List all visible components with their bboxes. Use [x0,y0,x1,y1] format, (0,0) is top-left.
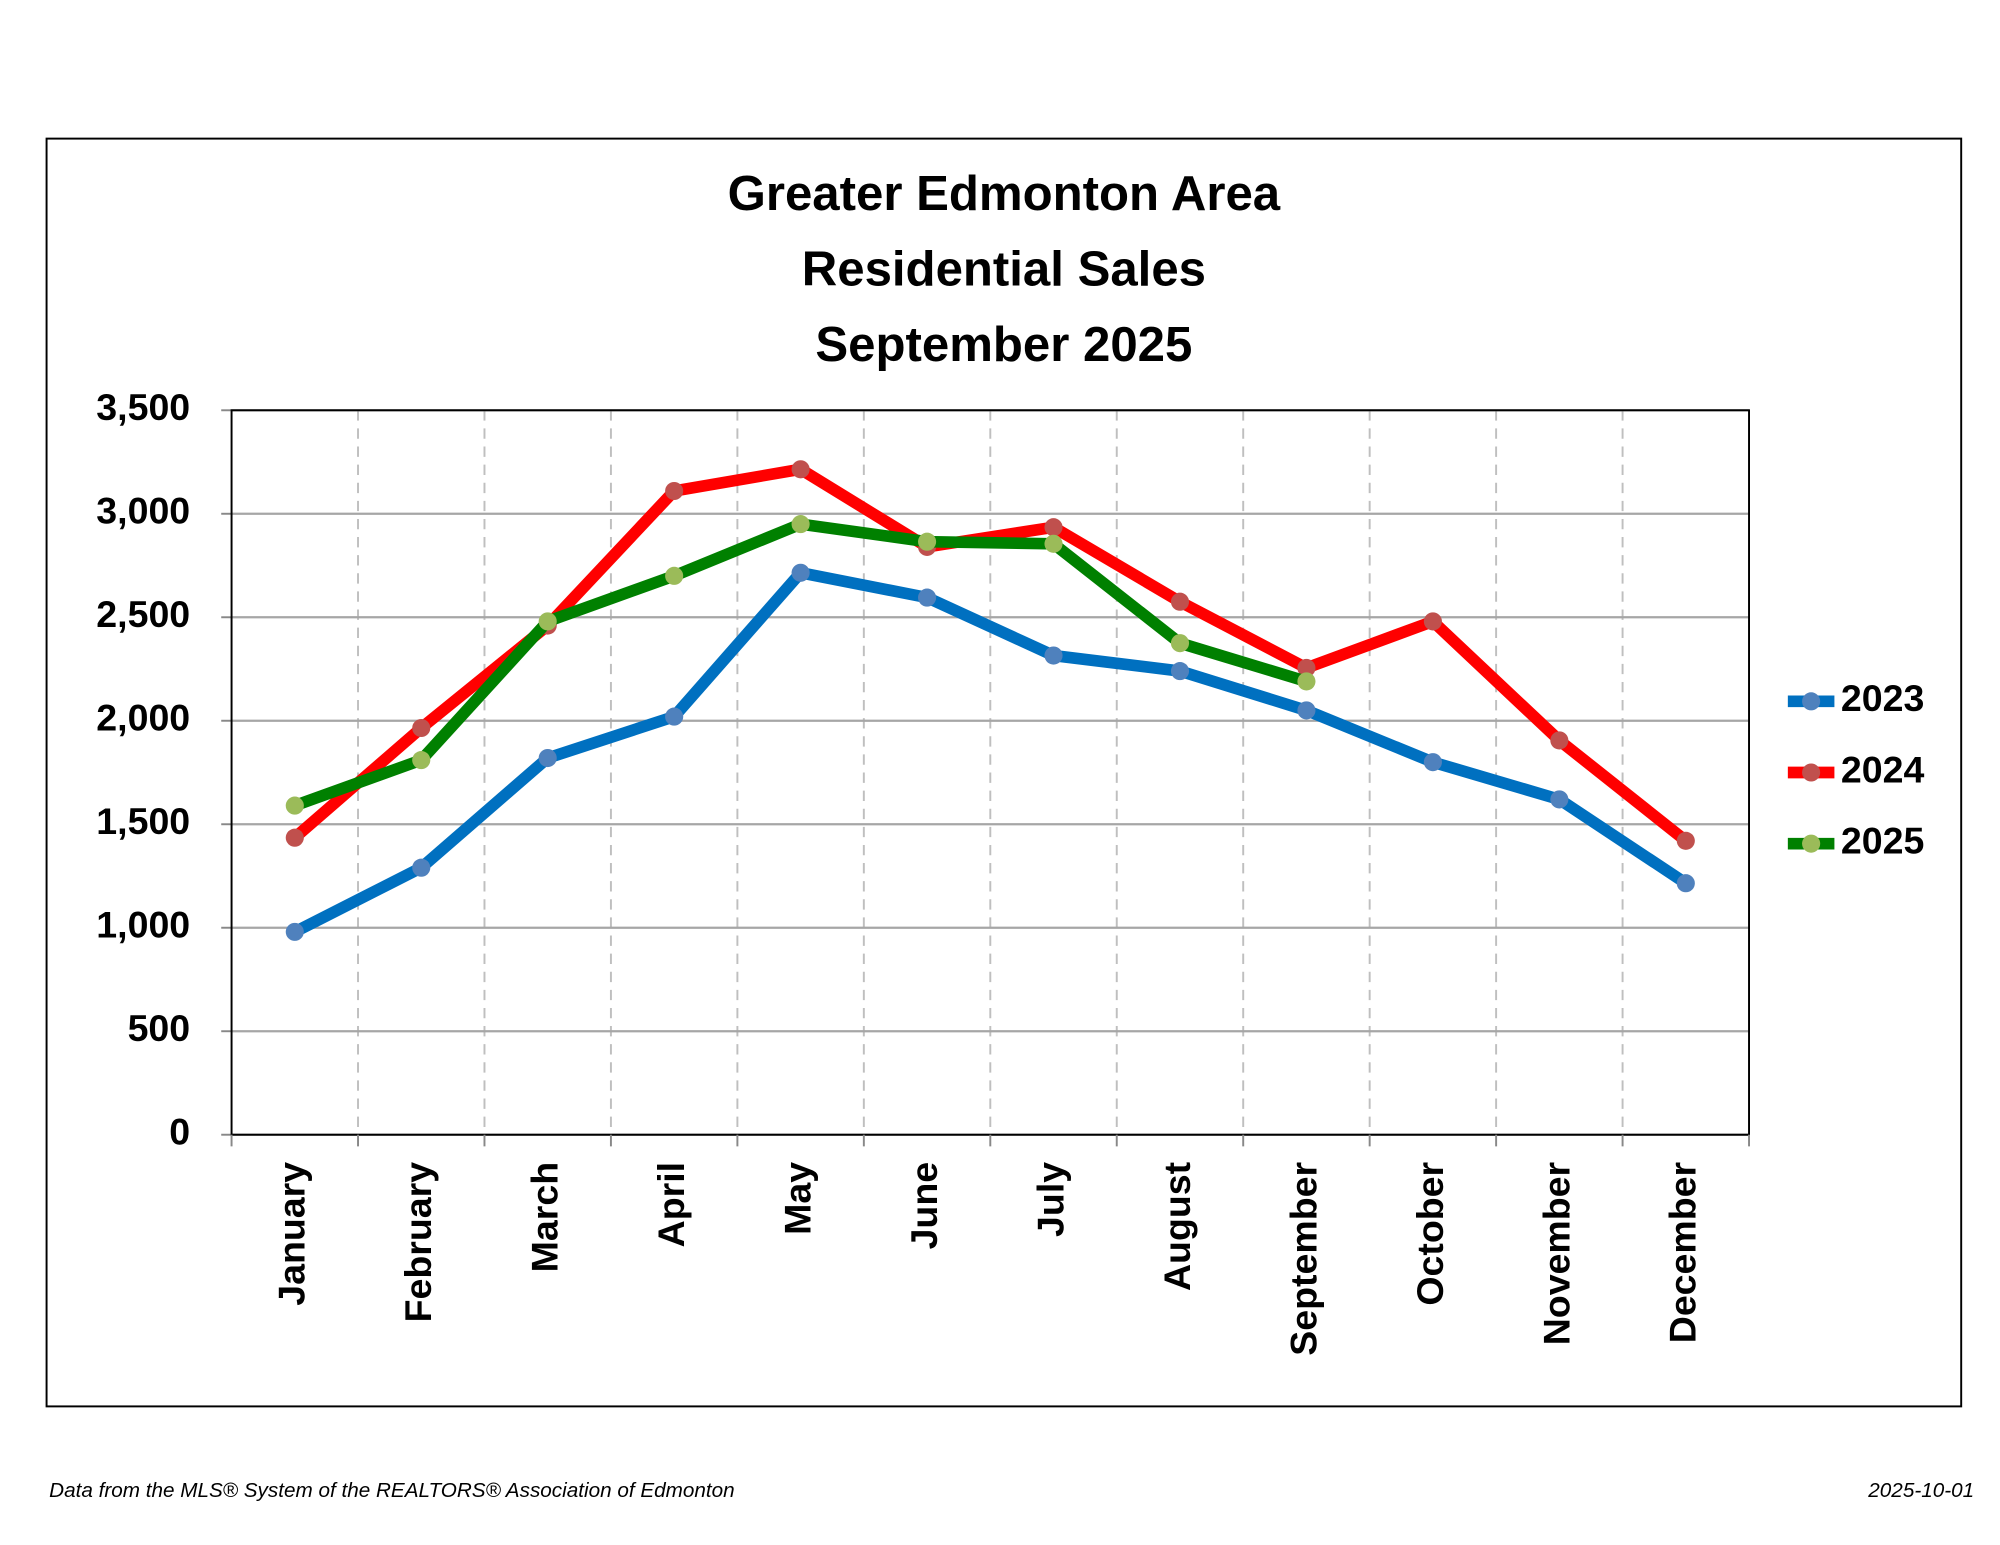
legend-marker [1802,692,1821,711]
series-marker [1550,790,1569,809]
series-marker [1550,731,1569,750]
legend-label: 2024 [1841,748,1925,790]
y-tick-label: 0 [169,1111,190,1153]
x-tick-label: July [1029,1162,1071,1237]
series-marker [791,563,810,582]
y-tick-label: 3,500 [96,386,190,428]
legend-label: 2023 [1841,677,1924,719]
series-marker [412,751,431,770]
legend-marker [1802,834,1821,853]
series-marker [791,515,810,534]
x-tick-label: November [1535,1161,1577,1345]
series-marker [1170,634,1190,653]
series-marker [665,481,684,501]
y-tick-label: 1,000 [96,904,190,946]
y-tick-label: 3,000 [96,490,190,532]
x-tick-label: April [650,1162,692,1247]
legend-marker [1802,763,1821,782]
y-tick-label: 2,000 [96,697,190,739]
x-tick-label: January [271,1162,313,1306]
series-marker [285,828,304,847]
series-marker [1044,518,1063,537]
x-tick-label: August [1156,1161,1198,1291]
source-note: Data from the MLS® System of the REALTOR… [49,1479,735,1502]
x-tick-label: October [1409,1161,1451,1305]
x-tick-label: September [1282,1161,1324,1355]
series-marker [1676,874,1695,893]
series-marker [1423,753,1442,772]
series-marker [1297,658,1316,678]
series-marker [918,588,937,607]
series-marker [285,922,304,941]
series-marker [665,566,684,585]
x-tick-label: June [903,1162,945,1250]
series-marker [412,718,431,738]
chart-title: September 2025 [815,318,1192,372]
series-marker [1044,534,1063,553]
series-marker [1044,646,1063,665]
series-marker [538,748,557,768]
chart-title: Residential Sales [802,242,1206,296]
series-marker [285,796,304,815]
x-tick-label: March [524,1162,566,1272]
series-marker [412,858,431,877]
series-marker [918,532,937,551]
date-note: 2025-10-01 [1867,1479,1974,1502]
y-tick-label: 2,500 [96,593,190,635]
x-tick-label: February [397,1162,439,1323]
series-marker [665,707,684,726]
series-marker [1170,592,1190,611]
series-marker [1297,672,1316,691]
y-tick-label: 500 [128,1007,191,1049]
x-tick-label: December [1662,1161,1704,1343]
series-marker [1170,662,1190,681]
series-marker [791,460,810,479]
series-marker [1297,701,1316,720]
series-marker [538,612,557,631]
series-marker [1676,831,1695,850]
x-tick-label: May [777,1162,819,1235]
y-tick-label: 1,500 [96,800,190,842]
series-line [292,566,1690,938]
chart-title: Greater Edmonton Area [728,167,1281,221]
series-marker [1423,612,1442,631]
legend-label: 2025 [1841,820,1924,862]
